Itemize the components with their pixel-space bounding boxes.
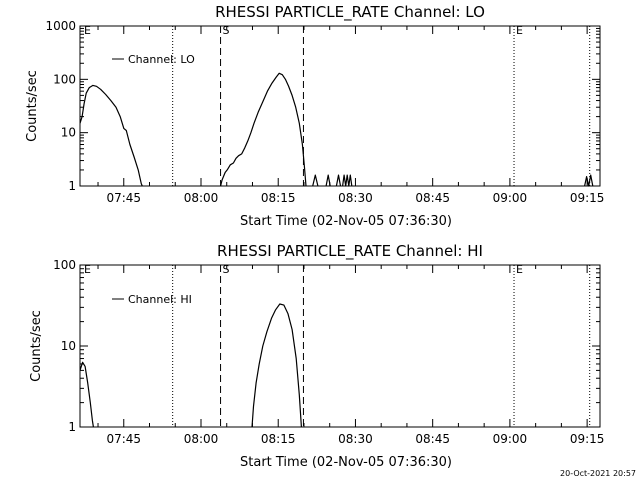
series-line-segment (312, 174, 319, 187)
legend-label-hi: Channel: HI (128, 293, 192, 306)
x-tick-label: 07:45 (106, 432, 141, 446)
panel-hi: RHESSI PARTICLE_RATE Channel: HI 110100 … (29, 242, 604, 470)
x-tick-label: 08:30 (338, 191, 373, 205)
chart-title-lo: RHESSI PARTICLE_RATE Channel: LO (215, 3, 485, 22)
y-tick-label: 10 (61, 126, 76, 140)
event-marker-label: E (516, 263, 523, 276)
y-tick-label: 100 (53, 258, 76, 272)
x-tick-label: 08:45 (415, 191, 450, 205)
x-axis-label-hi: Start Time (02-Nov-05 07:36:30) (240, 455, 452, 470)
x-tick-label: 09:00 (493, 191, 528, 205)
panel-lo: RHESSI PARTICLE_RATE Channel: LO 1101001… (25, 3, 604, 229)
x-tick-label: 09:15 (570, 191, 605, 205)
series-line-segment (220, 72, 307, 187)
y-tick-label: 1000 (45, 19, 76, 33)
x-axis-label-lo: Start Time (02-Nov-05 07:36:30) (240, 214, 452, 229)
y-axis-hi: 1 10 100 (53, 258, 600, 434)
event-marker-label: E (84, 24, 91, 37)
x-tick-label: 08:45 (415, 432, 450, 446)
series-line-segment (335, 174, 342, 187)
x-tick-label: 08:30 (338, 432, 373, 446)
y-tick-label: 10 (61, 339, 76, 353)
y-tick-label: 100 (53, 72, 76, 86)
x-tick-label: 07:45 (106, 191, 141, 205)
series-line-segment (325, 174, 331, 187)
plot-frame-hi (79, 264, 601, 428)
y-axis-lo: 1 10 100 1000 (45, 19, 600, 193)
x-axis-lo: 07:45 08:00 08:15 08:30 08:45 09:00 09:15 (97, 26, 605, 205)
x-tick-label: 09:00 (493, 432, 528, 446)
event-marker-label: S (223, 24, 230, 37)
event-marker-label: S (223, 263, 230, 276)
event-marker-label: E (84, 263, 91, 276)
series-line-segment (79, 361, 94, 428)
footer-timestamp: 20-Oct-2021 20:57 (560, 469, 636, 478)
series-line-segment (584, 174, 594, 187)
series-hi (79, 303, 302, 428)
x-tick-label: 09:15 (570, 432, 605, 446)
series-line-segment (342, 174, 353, 187)
series-lo (79, 72, 594, 187)
series-line-segment (251, 303, 302, 428)
x-tick-label: 08:15 (261, 191, 296, 205)
x-axis-hi: 07:45 08:00 08:15 08:30 08:45 09:00 09:15 (97, 265, 605, 446)
y-tick-label: 1 (68, 179, 76, 193)
x-tick-label: 08:00 (184, 191, 219, 205)
legend-label-lo: Channel: LO (128, 53, 195, 66)
event-marker-label: E (516, 24, 523, 37)
series-line-segment (79, 84, 143, 187)
x-tick-label: 08:00 (184, 432, 219, 446)
event-lines-hi (172, 265, 591, 427)
y-axis-label-hi: Counts/sec (29, 310, 44, 382)
y-axis-label-lo: Counts/sec (25, 70, 40, 142)
x-tick-label: 08:15 (261, 432, 296, 446)
y-tick-label: 1 (68, 420, 76, 434)
event-lines-lo (172, 26, 591, 186)
chart-title-hi: RHESSI PARTICLE_RATE Channel: HI (217, 242, 483, 261)
plot-frame-lo (79, 25, 601, 187)
